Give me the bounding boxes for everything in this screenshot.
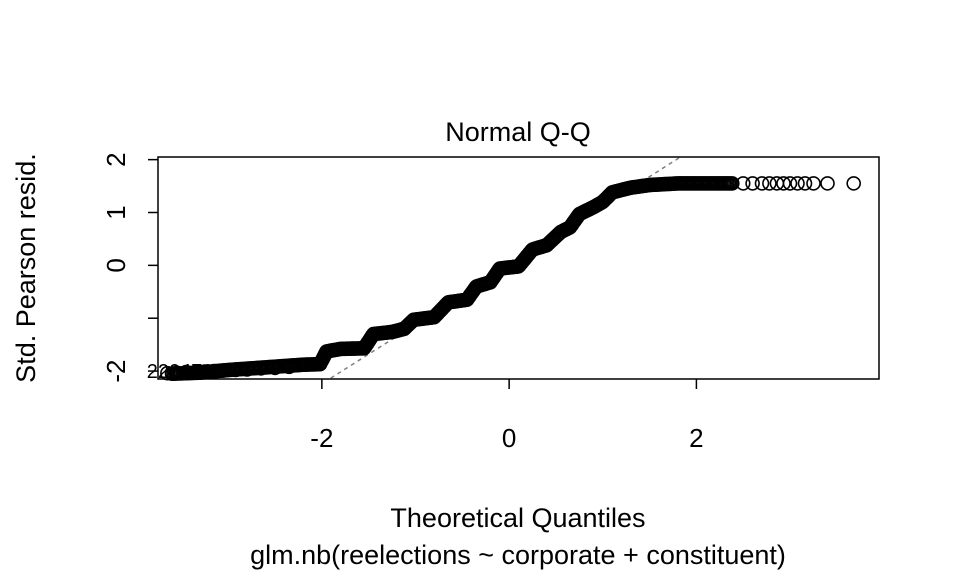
data-point — [724, 176, 740, 191]
data-point — [754, 176, 770, 191]
points-group — [160, 176, 862, 382]
data-point — [776, 176, 791, 191]
plot-frame — [157, 156, 880, 380]
x-tick-label: -2 — [310, 423, 333, 453]
x-axis-label: Theoretical Quantiles — [390, 503, 645, 533]
data-point — [762, 176, 777, 191]
data-point — [253, 361, 269, 376]
data-point — [267, 360, 283, 376]
x-tick-label: 0 — [502, 423, 516, 453]
data-point — [197, 364, 213, 379]
y-tick-label: 1 — [101, 205, 131, 219]
y-tick-label: 0 — [101, 258, 131, 272]
data-point — [745, 176, 760, 191]
chart-subtitle: glm.nb(reelections ~ corporate + constit… — [250, 540, 786, 570]
data-point — [846, 176, 862, 191]
chart-title: Normal Q-Q — [445, 117, 591, 147]
y-axis: -2 0 1 2 — [101, 152, 158, 383]
data-point — [735, 176, 751, 191]
data-point — [216, 363, 231, 378]
x-axis: -2 0 2 — [310, 379, 704, 453]
data-point — [820, 176, 835, 191]
y-tick-label: -2 — [101, 360, 131, 383]
data-point — [281, 359, 297, 375]
data-point — [206, 363, 222, 379]
data-point — [239, 362, 255, 377]
x-tick-label: 2 — [689, 423, 703, 453]
data-point — [782, 176, 798, 191]
y-tick-label: 2 — [101, 152, 131, 166]
data-point — [797, 176, 813, 191]
plot-area: 2204793 — [147, 156, 880, 383]
outlier-label: 2204793 — [147, 361, 225, 383]
y-axis-label: Std. Pearson resid. — [11, 153, 41, 383]
data-point — [790, 176, 805, 191]
data-point — [806, 176, 821, 191]
